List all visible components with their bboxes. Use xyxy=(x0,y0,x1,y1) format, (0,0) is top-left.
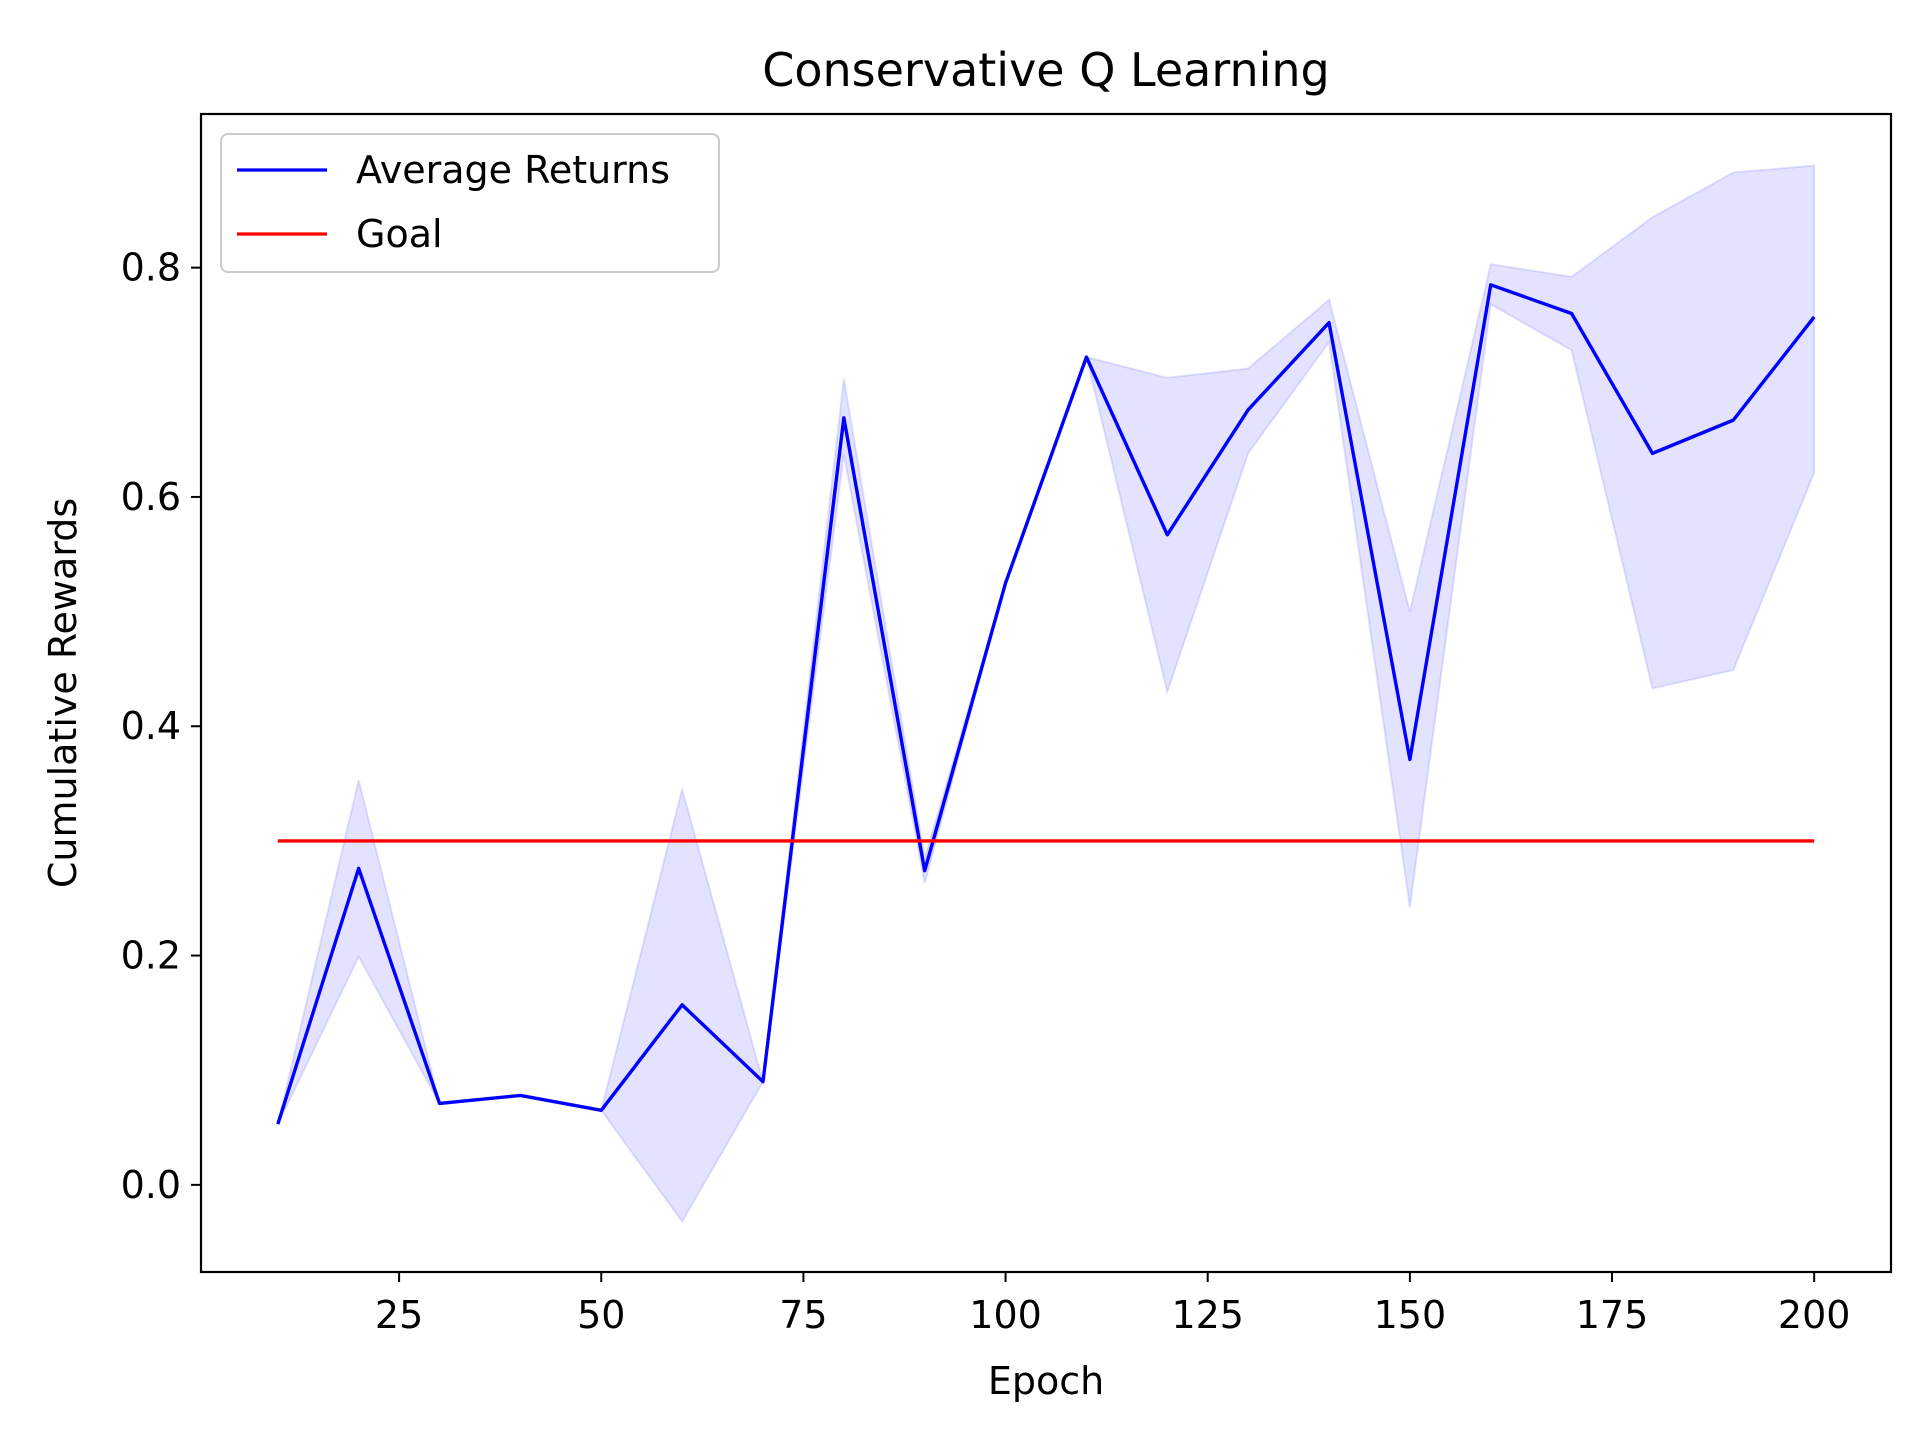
x-tick-label: 175 xyxy=(1576,1293,1649,1337)
legend-label-average-returns: Average Returns xyxy=(356,148,670,192)
x-tick-label: 50 xyxy=(577,1293,625,1337)
y-axis-label: Cumulative Rewards xyxy=(41,498,85,888)
series-line-average-returns xyxy=(276,283,1816,1125)
x-tick-label: 150 xyxy=(1374,1293,1447,1337)
y-tick-label: 0.2 xyxy=(121,934,181,978)
x-tick-label: 125 xyxy=(1171,1293,1244,1337)
y-tick-label: 0.8 xyxy=(121,246,181,290)
x-tick-label: 75 xyxy=(779,1293,827,1337)
chart-title: Conservative Q Learning xyxy=(762,43,1330,97)
x-tick-label: 200 xyxy=(1778,1293,1851,1337)
data-layer xyxy=(276,164,1816,1224)
legend: Average Returns Goal xyxy=(220,133,720,273)
y-tick-label: 0.6 xyxy=(121,475,181,519)
x-tick-label: 25 xyxy=(375,1293,423,1337)
legend-box xyxy=(220,133,720,273)
y-tick-label: 0.0 xyxy=(121,1163,181,1207)
y-axis: 0.0 0.2 0.4 0.6 0.8 xyxy=(121,246,201,1207)
x-axis: 25 50 75 100 125 150 175 200 xyxy=(375,1272,1851,1337)
x-axis-label: Epoch xyxy=(988,1359,1104,1403)
plot-frame xyxy=(199,112,1893,1274)
y-tick-label: 0.4 xyxy=(121,704,181,748)
x-tick-label: 100 xyxy=(969,1293,1042,1337)
plot-area xyxy=(199,112,1893,1274)
legend-label-goal: Goal xyxy=(356,212,443,256)
